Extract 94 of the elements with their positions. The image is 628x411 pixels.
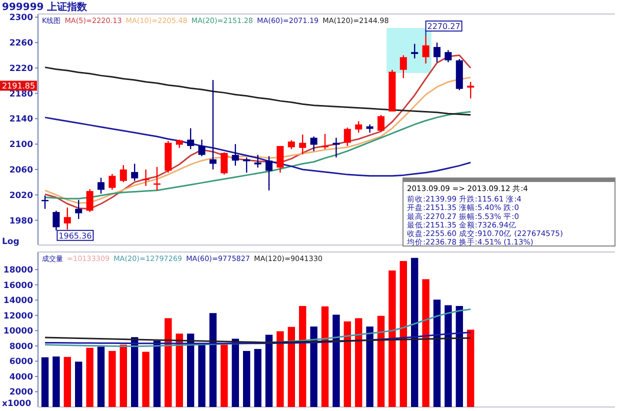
bar [131, 337, 138, 407]
bar [422, 279, 430, 407]
bar [411, 258, 418, 407]
y-tick-label: 2300 [9, 13, 34, 24]
candlestick [299, 134, 306, 155]
bar [64, 356, 71, 407]
candlestick [254, 154, 262, 168]
y-tick-label: 10000 [3, 326, 34, 337]
bar [377, 316, 385, 407]
candlestick [355, 120, 362, 134]
candlestick [86, 188, 94, 213]
bar [243, 350, 250, 407]
bar [209, 313, 217, 407]
bar [366, 326, 374, 407]
candlestick [198, 139, 206, 157]
bar [456, 306, 463, 407]
candlestick [120, 164, 127, 183]
candlestick [187, 128, 194, 150]
y-tick-label: 1980 [9, 216, 34, 226]
annotation: 2270.27 [427, 22, 460, 32]
candlestick [98, 177, 104, 194]
y-axis-title: Log [2, 237, 20, 247]
bar [232, 338, 239, 407]
annotation: 1965.36 [58, 231, 92, 240]
bar [75, 362, 82, 407]
candlestick [276, 145, 284, 174]
bar [400, 261, 407, 407]
candlestick [467, 81, 474, 100]
bar [52, 356, 60, 407]
bar [97, 346, 105, 407]
candlestick [232, 143, 239, 166]
candlestick [400, 54, 407, 79]
bar [142, 352, 150, 407]
bar [444, 305, 452, 407]
y-tick-label: 2220 [9, 64, 34, 74]
bar [153, 340, 161, 407]
bar [198, 344, 206, 407]
y-tick-label: 2060 [9, 165, 34, 176]
bar [120, 344, 127, 407]
candlestick [108, 173, 116, 190]
y-tick-label: 8000 [9, 342, 34, 352]
bar [187, 334, 194, 407]
bar [265, 334, 273, 407]
y-tick-label: 2140 [9, 114, 34, 125]
bar [433, 300, 441, 407]
bar [388, 270, 396, 407]
bar [220, 344, 228, 407]
bar [108, 350, 116, 407]
y-tick-label: 12000 [3, 311, 34, 322]
bar [276, 331, 284, 407]
bar [299, 306, 306, 407]
candlestick [434, 42, 440, 63]
bar [332, 314, 340, 407]
bar [86, 348, 94, 407]
bar [321, 306, 329, 407]
y-tick-label: 4000 [9, 372, 34, 382]
y-tick-label: 2100 [9, 140, 34, 150]
bar [310, 326, 318, 407]
y-tick-label: 18000 [3, 266, 34, 276]
bar [288, 326, 295, 407]
candlestick [322, 133, 328, 150]
candlestick [210, 79, 216, 170]
candlestick [220, 152, 228, 176]
text: 2191.85 [2, 82, 36, 91]
y-tick-label: 2000 [9, 388, 34, 398]
candlestick [64, 206, 71, 230]
candlestick [75, 199, 82, 220]
candlestick [411, 43, 418, 60]
line-series [44, 66, 472, 116]
y-tick-label: 16000 [3, 280, 34, 291]
line-series [44, 116, 472, 177]
candlestick [310, 136, 318, 152]
y-tick-label: 2180 [9, 89, 34, 100]
y-axis-title: x1000 [2, 399, 32, 409]
bar [176, 334, 183, 407]
bar [467, 330, 474, 407]
y-tick-label: 2260 [9, 38, 34, 49]
line-series [44, 308, 472, 347]
chart-title: 999999 上证指数 [2, 1, 88, 13]
y-tick-label: 14000 [3, 296, 34, 306]
bar [254, 348, 262, 407]
candlestick [131, 163, 138, 182]
bar [344, 321, 351, 407]
bar [355, 318, 362, 407]
candlestick [378, 114, 384, 132]
candlestick [344, 126, 351, 147]
candlestick [52, 210, 60, 232]
line-series [44, 332, 472, 344]
y-tick-label: 6000 [9, 357, 34, 368]
candlestick [266, 156, 272, 192]
bar [164, 318, 172, 407]
bar [41, 357, 49, 407]
y-tick-label: 2020 [9, 190, 34, 201]
candlestick [444, 50, 452, 63]
